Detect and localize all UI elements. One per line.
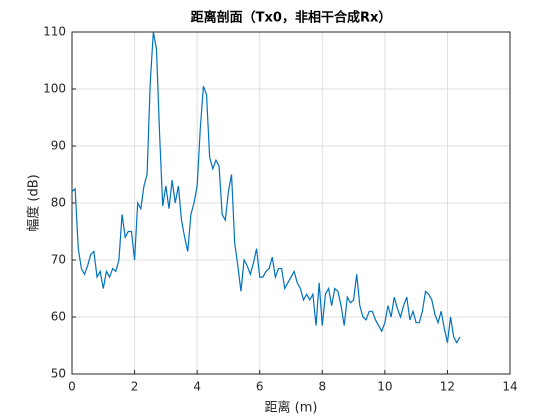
x-tick-label: 4 xyxy=(193,380,201,394)
y-tick-label: 70 xyxy=(51,253,66,267)
x-tick-label: 0 xyxy=(68,380,76,394)
y-tick-label: 80 xyxy=(51,196,66,210)
y-tick-label: 60 xyxy=(51,310,66,324)
y-tick-label: 100 xyxy=(43,82,66,96)
y-axis-label: 幅度 (dB) xyxy=(26,174,42,231)
x-tick-label: 10 xyxy=(377,380,392,394)
x-axis-label: 距离 (m) xyxy=(265,400,318,416)
y-tick-label: 90 xyxy=(51,139,66,153)
x-tick-label: 6 xyxy=(256,380,264,394)
x-tick-label: 14 xyxy=(502,380,517,394)
axes-box xyxy=(71,31,511,375)
x-tick-label: 2 xyxy=(131,380,139,394)
y-tick-label: 110 xyxy=(43,25,66,39)
x-tick-label: 8 xyxy=(318,380,326,394)
data-line xyxy=(71,31,461,344)
x-tick-label: 12 xyxy=(440,380,455,394)
chart-title: 距离剖面（Tx0，非相干合成Rx） xyxy=(191,10,392,26)
y-tick-label: 50 xyxy=(51,367,66,381)
